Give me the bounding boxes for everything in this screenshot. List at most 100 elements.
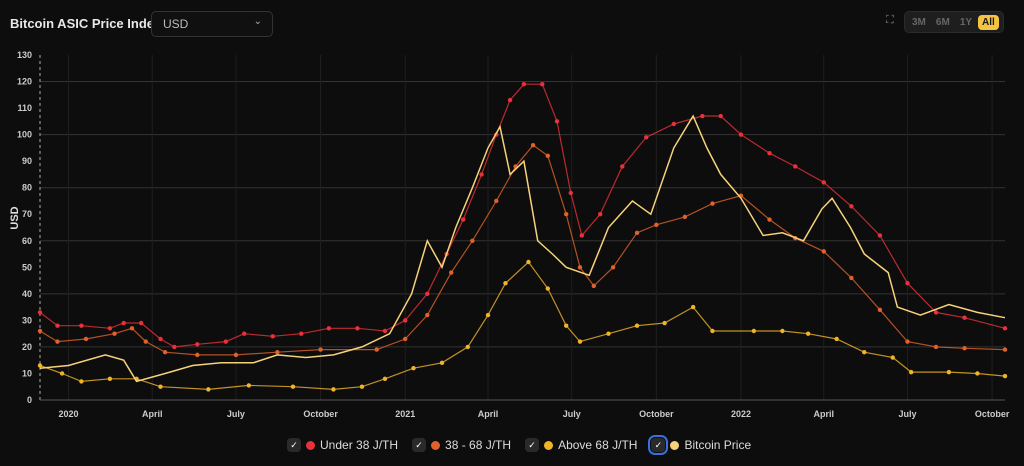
data-point	[403, 318, 408, 323]
data-point	[290, 384, 296, 389]
legend-label: Under 38 J/TH	[320, 438, 399, 452]
data-point	[79, 379, 84, 384]
data-point	[206, 387, 211, 392]
x-tick-label: 2022	[731, 409, 751, 419]
data-point	[700, 113, 705, 119]
data-point	[507, 97, 513, 103]
data-point	[162, 350, 168, 355]
y-tick-label: 90	[22, 156, 32, 166]
data-point	[962, 315, 967, 320]
data-point	[598, 212, 603, 217]
data-point	[577, 339, 583, 344]
series-dot-icon	[544, 440, 554, 450]
x-tick-label: October	[303, 409, 338, 419]
data-point	[355, 326, 360, 331]
data-point	[246, 383, 252, 388]
data-point	[563, 323, 569, 328]
data-point	[933, 344, 939, 350]
data-point	[233, 352, 239, 358]
y-tick-label: 80	[22, 183, 32, 193]
data-point	[359, 384, 365, 389]
legend-label: Bitcoin Price	[684, 438, 752, 452]
data-point	[485, 312, 491, 318]
data-point	[1002, 326, 1008, 331]
data-point	[662, 320, 667, 326]
data-point	[138, 320, 144, 326]
checkbox-icon[interactable]: ✓	[287, 438, 301, 452]
data-point	[577, 265, 583, 270]
data-point	[821, 180, 826, 185]
data-point	[606, 331, 611, 336]
y-tick-label: 30	[22, 315, 32, 325]
data-point	[975, 371, 980, 376]
legend-item-above-68[interactable]: ✓ Above 68 J/TH	[525, 438, 637, 452]
legend-label: 38 - 68 J/TH	[445, 438, 512, 452]
y-tick-label: 120	[17, 77, 32, 87]
y-tick-label: 50	[22, 262, 32, 272]
legend-item-under-38[interactable]: ✓ Under 38 J/TH	[287, 438, 398, 452]
data-point	[767, 150, 772, 156]
series-38-68-j-th	[37, 143, 1008, 358]
currency-select[interactable]: USD ⌄	[151, 11, 273, 37]
data-point	[751, 328, 757, 334]
checkbox-icon[interactable]: ✓	[412, 438, 427, 452]
x-tick-label: April	[814, 409, 835, 419]
series-bitcoin-price	[39, 114, 1006, 383]
data-point	[403, 336, 408, 342]
y-tick-label: 70	[22, 209, 32, 219]
data-point	[849, 204, 854, 209]
data-point	[862, 350, 867, 355]
data-point	[326, 326, 332, 331]
data-point	[834, 336, 839, 342]
data-point	[591, 283, 596, 289]
data-point	[172, 344, 177, 350]
data-point	[439, 360, 445, 366]
series-line	[39, 83, 1006, 348]
y-tick-label: 40	[22, 289, 32, 299]
data-point	[107, 326, 113, 331]
data-point	[821, 249, 826, 254]
x-tick-label: October	[639, 409, 674, 419]
legend-item-bitcoin-price[interactable]: ✓ Bitcoin Price	[648, 435, 752, 455]
data-point	[738, 132, 744, 137]
data-point	[905, 339, 910, 344]
data-point	[962, 346, 967, 351]
data-point	[563, 212, 569, 217]
data-point	[634, 230, 640, 236]
data-point	[83, 336, 89, 342]
data-point	[107, 376, 113, 381]
data-point	[568, 190, 573, 196]
range-1y-button[interactable]: 1Y	[959, 16, 973, 28]
y-tick-label: 60	[22, 236, 32, 246]
data-point	[79, 323, 84, 328]
data-point	[470, 238, 475, 243]
checkbox-icon[interactable]: ✓	[648, 435, 669, 455]
series-line	[39, 114, 1006, 383]
data-point	[37, 328, 43, 334]
range-6m-button[interactable]: 6M	[935, 16, 950, 28]
x-tick-label: October	[975, 409, 1010, 419]
page-title: Bitcoin ASIC Price Index	[10, 16, 162, 31]
data-point	[521, 81, 527, 87]
data-point	[579, 233, 585, 238]
data-point	[195, 352, 200, 358]
data-point	[494, 198, 499, 204]
legend-item-38-68[interactable]: ✓ 38 - 68 J/TH	[412, 438, 511, 452]
data-point	[530, 143, 536, 148]
x-tick-label: July	[898, 409, 916, 419]
currency-value: USD	[163, 17, 189, 31]
x-tick-label: July	[563, 409, 581, 419]
data-point	[877, 307, 883, 312]
y-tick-label: 100	[17, 130, 32, 140]
range-3m-button[interactable]: 3M	[912, 16, 926, 28]
range-all-button[interactable]: All	[978, 14, 999, 30]
checkbox-icon[interactable]: ✓	[525, 438, 540, 452]
data-point	[908, 369, 914, 375]
data-point	[933, 310, 939, 315]
data-point	[158, 336, 163, 342]
data-point	[158, 384, 163, 389]
data-point	[59, 371, 65, 376]
data-point	[242, 331, 247, 336]
fullscreen-icon[interactable]: ⛶	[886, 14, 894, 26]
